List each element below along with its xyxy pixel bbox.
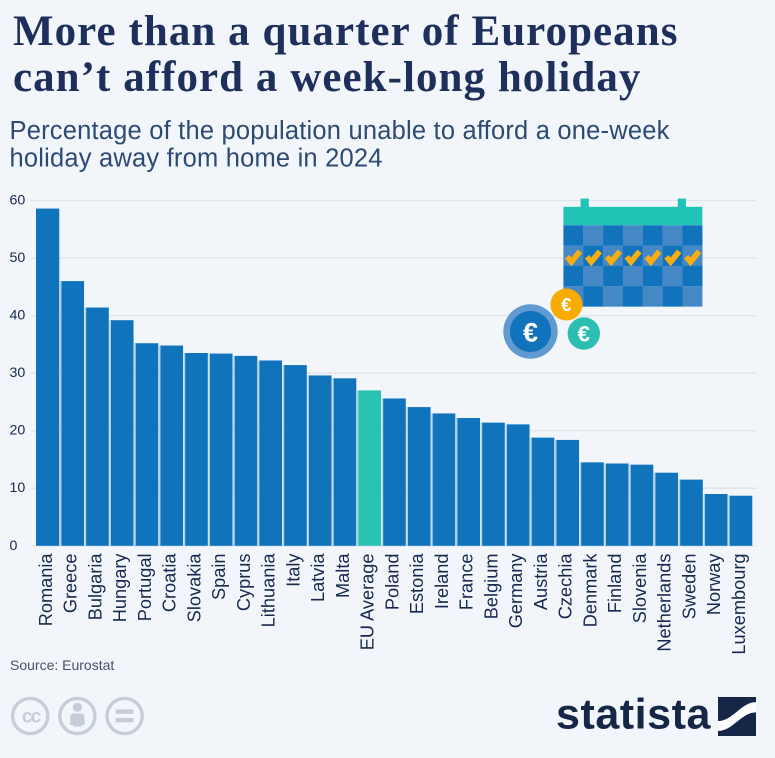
svg-text:Belgium: Belgium — [481, 554, 501, 620]
svg-text:Germany: Germany — [506, 553, 526, 629]
svg-text:€: € — [523, 317, 538, 347]
svg-text:Romania: Romania — [36, 553, 56, 627]
svg-text:Malta: Malta — [333, 553, 353, 598]
svg-text:Bulgaria: Bulgaria — [85, 553, 105, 621]
svg-text:Finland: Finland — [605, 554, 625, 614]
svg-text:30: 30 — [10, 365, 26, 381]
svg-text:Slovakia: Slovakia — [184, 553, 204, 623]
svg-text:More than a quarter of Europea: More than a quarter of Europeans — [13, 8, 678, 55]
svg-text:Source: Eurostat: Source: Eurostat — [10, 657, 114, 673]
svg-text:Cyprus: Cyprus — [234, 554, 254, 612]
svg-text:Luxembourg: Luxembourg — [729, 554, 749, 655]
svg-text:Spain: Spain — [209, 554, 229, 601]
svg-text:Poland: Poland — [382, 554, 402, 611]
svg-text:can’t afford a week-long holid: can’t afford a week-long holiday — [13, 54, 641, 101]
svg-text:50: 50 — [10, 250, 26, 266]
svg-text:€: € — [578, 322, 591, 347]
svg-text:Greece: Greece — [61, 554, 81, 614]
svg-text:Czechia: Czechia — [556, 553, 576, 620]
svg-text:Portugal: Portugal — [135, 554, 155, 622]
svg-text:cc: cc — [22, 707, 42, 728]
svg-text:France: France — [457, 554, 477, 611]
svg-text:statista: statista — [556, 691, 711, 739]
svg-text:EU Average: EU Average — [358, 554, 378, 651]
svg-text:0: 0 — [10, 538, 18, 554]
svg-text:Netherlands: Netherlands — [655, 554, 675, 652]
svg-text:Ireland: Ireland — [432, 554, 452, 610]
svg-text:Sweden: Sweden — [679, 554, 699, 620]
svg-text:Norway: Norway — [704, 553, 724, 616]
svg-text:holiday away from home in 2024: holiday away from home in 2024 — [10, 145, 383, 173]
svg-text:Lithuania: Lithuania — [259, 553, 279, 628]
svg-text:Italy: Italy — [283, 553, 303, 587]
svg-text:10: 10 — [10, 480, 26, 496]
svg-text:Latvia: Latvia — [308, 553, 328, 602]
svg-text:Slovenia: Slovenia — [630, 553, 650, 624]
svg-text:20: 20 — [10, 423, 26, 439]
svg-text:40: 40 — [10, 308, 26, 324]
svg-text:Austria: Austria — [531, 553, 551, 610]
svg-text:Percentage of the population u: Percentage of the population unable to a… — [10, 117, 670, 145]
svg-text:Hungary: Hungary — [110, 553, 130, 623]
svg-text:€: € — [561, 294, 571, 315]
svg-text:Croatia: Croatia — [160, 553, 180, 613]
svg-text:60: 60 — [10, 193, 26, 209]
svg-text:Denmark: Denmark — [580, 553, 600, 628]
svg-text:Estonia: Estonia — [407, 553, 427, 615]
